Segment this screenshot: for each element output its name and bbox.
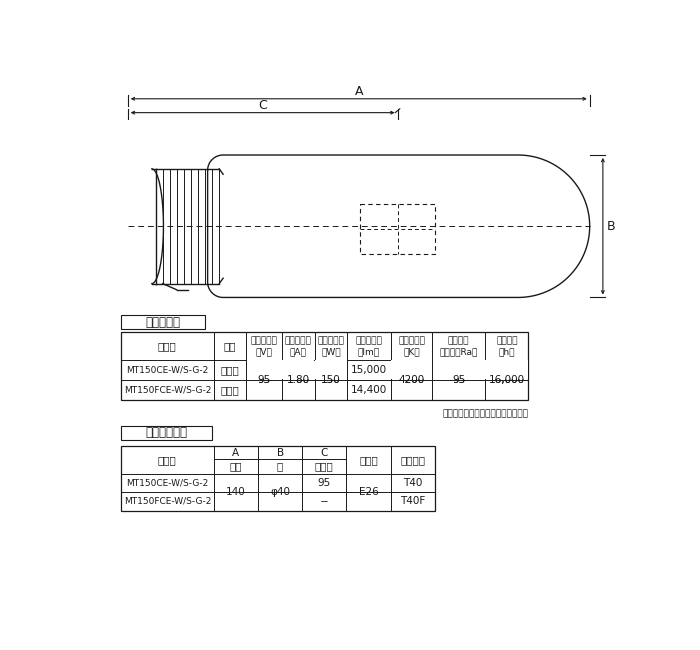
Bar (247, 360, 281, 380)
Text: 95: 95 (258, 365, 271, 375)
Text: 径: 径 (277, 462, 284, 471)
Bar (121, 332, 528, 400)
Text: T40: T40 (403, 478, 422, 488)
Text: 16,000: 16,000 (489, 375, 525, 385)
Text: 150: 150 (321, 375, 341, 385)
Text: 4200: 4200 (398, 375, 425, 385)
Text: E26: E26 (358, 488, 378, 497)
Bar (121, 446, 435, 511)
Text: ランプ電流: ランプ電流 (285, 337, 312, 345)
Text: 4200: 4200 (398, 375, 425, 385)
Text: MT150CE-W/S-G-2: MT150CE-W/S-G-2 (126, 478, 209, 488)
Bar (315, 360, 346, 380)
Text: 14,400: 14,400 (351, 385, 387, 395)
Text: MT150FCE-W/S-G-2: MT150FCE-W/S-G-2 (124, 385, 211, 395)
Text: 形　式: 形 式 (158, 455, 176, 465)
Text: A: A (354, 85, 363, 98)
Text: 95: 95 (452, 375, 466, 385)
Bar (433, 360, 484, 380)
Text: （V）: （V） (256, 348, 272, 357)
Text: 光中心: 光中心 (315, 462, 334, 471)
Text: MT150CE-W/S-G-2: MT150CE-W/S-G-2 (126, 365, 209, 374)
Text: B: B (607, 220, 615, 233)
Text: 相関色温度: 相関色温度 (398, 337, 425, 345)
Text: 透明形: 透明形 (220, 365, 239, 375)
Bar (391, 360, 432, 380)
Text: 95: 95 (258, 375, 271, 385)
Text: 140: 140 (226, 488, 246, 497)
Text: 口　金: 口 金 (359, 455, 378, 465)
Text: φ40: φ40 (270, 488, 290, 497)
Text: MT150FCE-W/S-G-2: MT150FCE-W/S-G-2 (124, 497, 211, 506)
Text: ランプ電圧: ランプ電圧 (251, 337, 278, 345)
Text: （A）: （A） (290, 348, 307, 357)
Text: 95: 95 (318, 478, 331, 488)
Text: 95: 95 (258, 375, 271, 385)
Text: 1.80: 1.80 (287, 365, 310, 375)
Text: ガラス球: ガラス球 (400, 455, 425, 465)
Text: C: C (258, 99, 267, 112)
Text: （lm）: （lm） (358, 348, 380, 357)
Text: C: C (321, 448, 328, 458)
Text: 種別: 種別 (224, 341, 237, 351)
Text: 初特性は１００時間値を示します。: 初特性は１００時間値を示します。 (442, 409, 528, 418)
Bar (486, 360, 528, 380)
Text: 全長: 全長 (230, 462, 242, 471)
Text: −: − (320, 497, 328, 506)
Text: 平均演色: 平均演色 (448, 337, 470, 345)
Text: （h）: （h） (498, 348, 515, 357)
Text: （K）: （K） (403, 348, 420, 357)
Text: 16,000: 16,000 (489, 365, 525, 375)
Bar (282, 360, 314, 380)
Text: 定格寿命: 定格寿命 (496, 337, 517, 345)
Text: 95: 95 (452, 375, 466, 385)
Text: B: B (276, 448, 284, 458)
Text: ランプ電力: ランプ電力 (317, 337, 344, 345)
Text: 95: 95 (452, 365, 466, 375)
Text: 150: 150 (321, 375, 341, 385)
Text: A: A (232, 448, 239, 458)
Text: 150: 150 (321, 365, 341, 375)
Text: 評価数（Ra）: 評価数（Ra） (440, 348, 478, 357)
Text: 性　能　表: 性 能 表 (145, 316, 180, 329)
Text: T40F: T40F (400, 497, 425, 506)
Text: 形　式: 形 式 (158, 341, 176, 351)
Text: 15,000: 15,000 (351, 365, 387, 375)
Text: 4200: 4200 (398, 365, 425, 375)
Bar (121, 315, 204, 329)
Text: 1.80: 1.80 (287, 375, 310, 385)
Text: 1.80: 1.80 (287, 375, 310, 385)
Text: 形状・寸法表: 形状・寸法表 (146, 426, 188, 439)
Text: 全　光　束: 全 光 束 (356, 337, 382, 345)
Text: 拡散形: 拡散形 (220, 385, 239, 395)
Text: 16,000: 16,000 (489, 375, 525, 385)
Text: （W）: （W） (321, 348, 341, 357)
Bar (121, 426, 212, 440)
